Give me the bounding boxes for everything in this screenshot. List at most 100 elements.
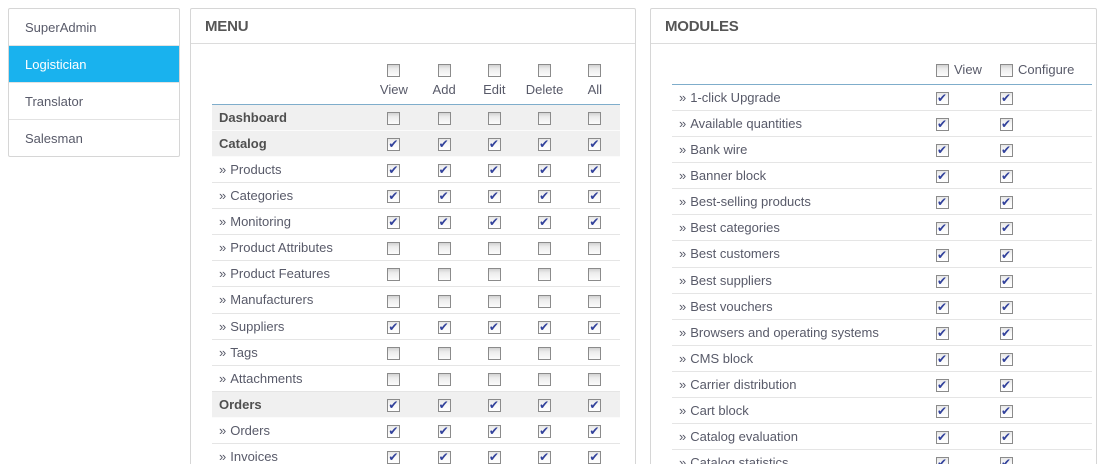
checkbox-menu-tags-all[interactable] bbox=[588, 346, 602, 360]
checkbox-menu-product-attributes-add[interactable] bbox=[437, 242, 451, 256]
checkbox-modules-1-click-upgrade-view[interactable] bbox=[936, 91, 949, 106]
checkbox-menu-tags-delete[interactable] bbox=[538, 346, 552, 360]
checkbox-modules-catalog-evaluation-view[interactable] bbox=[936, 430, 949, 444]
checkbox-menu-products-delete[interactable] bbox=[538, 163, 552, 178]
checkbox-menu-products-add[interactable] bbox=[437, 163, 451, 178]
checkbox-modules-best-customers-view[interactable] bbox=[936, 248, 949, 262]
checkbox-menu-attachments-view[interactable] bbox=[387, 372, 401, 386]
checkbox-modules-cms-block-configure[interactable] bbox=[1000, 352, 1013, 366]
checkbox-modules-best-categories-configure[interactable] bbox=[1000, 221, 1013, 236]
checkbox-menu-orders-view[interactable] bbox=[387, 424, 401, 438]
checkbox-menu-orders-all[interactable] bbox=[588, 398, 602, 412]
checkbox-menu-categories-view[interactable] bbox=[387, 189, 401, 204]
checkbox-menu-orders-all[interactable] bbox=[588, 424, 602, 438]
checkbox-menu-invoices-view[interactable] bbox=[387, 450, 401, 464]
checkbox-menu-manufacturers-all[interactable] bbox=[588, 294, 602, 308]
checkbox-modules-carrier-distribution-view[interactable] bbox=[936, 378, 949, 392]
checkbox-menu-suppliers-view[interactable] bbox=[387, 320, 401, 334]
checkbox-menu-orders-add[interactable] bbox=[437, 424, 451, 438]
modules-column-checkbox-view[interactable] bbox=[936, 64, 949, 78]
profile-item-logistician[interactable]: Logistician bbox=[9, 45, 179, 82]
checkbox-menu-categories-edit[interactable] bbox=[487, 189, 501, 204]
checkbox-menu-invoices-edit[interactable] bbox=[487, 450, 501, 464]
checkbox-menu-tags-view[interactable] bbox=[387, 346, 401, 360]
menu-column-checkbox-all[interactable] bbox=[588, 64, 602, 77]
checkbox-menu-dashboard-edit[interactable] bbox=[487, 112, 501, 126]
profile-item-salesman[interactable]: Salesman bbox=[9, 119, 179, 156]
checkbox-menu-catalog-add[interactable] bbox=[437, 137, 451, 152]
checkbox-menu-orders-edit[interactable] bbox=[487, 398, 501, 412]
checkbox-menu-product-features-all[interactable] bbox=[588, 268, 602, 282]
checkbox-menu-manufacturers-view[interactable] bbox=[387, 294, 401, 308]
menu-column-checkbox-delete[interactable] bbox=[538, 64, 552, 77]
checkbox-menu-products-all[interactable] bbox=[588, 163, 602, 178]
checkbox-menu-monitoring-all[interactable] bbox=[588, 215, 602, 230]
checkbox-menu-suppliers-add[interactable] bbox=[437, 320, 451, 334]
checkbox-menu-product-features-view[interactable] bbox=[387, 268, 401, 282]
checkbox-menu-product-features-add[interactable] bbox=[437, 268, 451, 282]
checkbox-modules-catalog-statistics-view[interactable] bbox=[936, 456, 949, 464]
checkbox-menu-products-view[interactable] bbox=[387, 163, 401, 178]
checkbox-menu-orders-delete[interactable] bbox=[538, 398, 552, 412]
checkbox-menu-product-attributes-view[interactable] bbox=[387, 242, 401, 256]
modules-column-checkbox-configure[interactable] bbox=[1000, 64, 1013, 78]
menu-column-checkbox-add[interactable] bbox=[437, 64, 451, 77]
checkbox-menu-manufacturers-delete[interactable] bbox=[538, 294, 552, 308]
checkbox-modules-carrier-distribution-configure[interactable] bbox=[1000, 378, 1013, 392]
checkbox-modules-best-vouchers-configure[interactable] bbox=[1000, 300, 1013, 314]
checkbox-menu-attachments-all[interactable] bbox=[588, 372, 602, 386]
checkbox-menu-product-attributes-all[interactable] bbox=[588, 242, 602, 256]
checkbox-modules-best-suppliers-view[interactable] bbox=[936, 274, 949, 288]
checkbox-menu-orders-view[interactable] bbox=[387, 398, 401, 412]
checkbox-modules-best-selling-products-view[interactable] bbox=[936, 195, 949, 210]
checkbox-modules-bank-wire-view[interactable] bbox=[936, 143, 949, 158]
checkbox-menu-invoices-all[interactable] bbox=[588, 450, 602, 464]
checkbox-menu-suppliers-delete[interactable] bbox=[538, 320, 552, 334]
checkbox-menu-dashboard-add[interactable] bbox=[437, 112, 451, 126]
checkbox-menu-orders-delete[interactable] bbox=[538, 424, 552, 438]
checkbox-modules-browsers-and-operating-systems-view[interactable] bbox=[936, 326, 949, 340]
checkbox-menu-products-edit[interactable] bbox=[487, 163, 501, 178]
checkbox-menu-catalog-edit[interactable] bbox=[487, 137, 501, 152]
checkbox-modules-best-suppliers-configure[interactable] bbox=[1000, 274, 1013, 288]
checkbox-menu-monitoring-view[interactable] bbox=[387, 215, 401, 230]
checkbox-menu-catalog-view[interactable] bbox=[387, 137, 401, 152]
checkbox-menu-monitoring-edit[interactable] bbox=[487, 215, 501, 230]
checkbox-menu-catalog-all[interactable] bbox=[588, 137, 602, 152]
checkbox-modules-banner-block-view[interactable] bbox=[936, 169, 949, 184]
checkbox-menu-manufacturers-add[interactable] bbox=[437, 294, 451, 308]
checkbox-modules-bank-wire-configure[interactable] bbox=[1000, 143, 1013, 158]
checkbox-modules-best-customers-configure[interactable] bbox=[1000, 248, 1013, 262]
checkbox-menu-tags-edit[interactable] bbox=[487, 346, 501, 360]
checkbox-menu-categories-add[interactable] bbox=[437, 189, 451, 204]
checkbox-menu-suppliers-all[interactable] bbox=[588, 320, 602, 334]
checkbox-menu-categories-delete[interactable] bbox=[538, 189, 552, 204]
profile-item-translator[interactable]: Translator bbox=[9, 82, 179, 119]
checkbox-modules-available-quantities-view[interactable] bbox=[936, 117, 949, 132]
checkbox-modules-browsers-and-operating-systems-configure[interactable] bbox=[1000, 326, 1013, 340]
profile-item-superadmin[interactable]: SuperAdmin bbox=[25, 20, 97, 35]
checkbox-menu-product-features-delete[interactable] bbox=[538, 268, 552, 282]
checkbox-modules-banner-block-configure[interactable] bbox=[1000, 169, 1013, 184]
checkbox-modules-available-quantities-configure[interactable] bbox=[1000, 117, 1013, 132]
checkbox-menu-dashboard-view[interactable] bbox=[387, 112, 401, 126]
checkbox-modules-cms-block-view[interactable] bbox=[936, 352, 949, 366]
checkbox-menu-dashboard-all[interactable] bbox=[588, 112, 602, 126]
checkbox-modules-best-vouchers-view[interactable] bbox=[936, 300, 949, 314]
checkbox-menu-tags-add[interactable] bbox=[437, 346, 451, 360]
checkbox-menu-attachments-add[interactable] bbox=[437, 372, 451, 386]
checkbox-modules-catalog-statistics-configure[interactable] bbox=[1000, 456, 1013, 464]
checkbox-menu-manufacturers-edit[interactable] bbox=[487, 294, 501, 308]
checkbox-modules-best-categories-view[interactable] bbox=[936, 221, 949, 236]
checkbox-modules-cart-block-configure[interactable] bbox=[1000, 404, 1013, 418]
checkbox-menu-product-attributes-delete[interactable] bbox=[538, 242, 552, 256]
menu-column-checkbox-view[interactable] bbox=[387, 64, 401, 77]
checkbox-menu-suppliers-edit[interactable] bbox=[487, 320, 501, 334]
checkbox-menu-attachments-edit[interactable] bbox=[487, 372, 501, 386]
checkbox-menu-attachments-delete[interactable] bbox=[538, 372, 552, 386]
checkbox-menu-categories-all[interactable] bbox=[588, 189, 602, 204]
checkbox-menu-dashboard-delete[interactable] bbox=[538, 112, 552, 126]
checkbox-menu-product-features-edit[interactable] bbox=[487, 268, 501, 282]
checkbox-menu-orders-add[interactable] bbox=[437, 398, 451, 412]
checkbox-modules-best-selling-products-configure[interactable] bbox=[1000, 195, 1013, 210]
